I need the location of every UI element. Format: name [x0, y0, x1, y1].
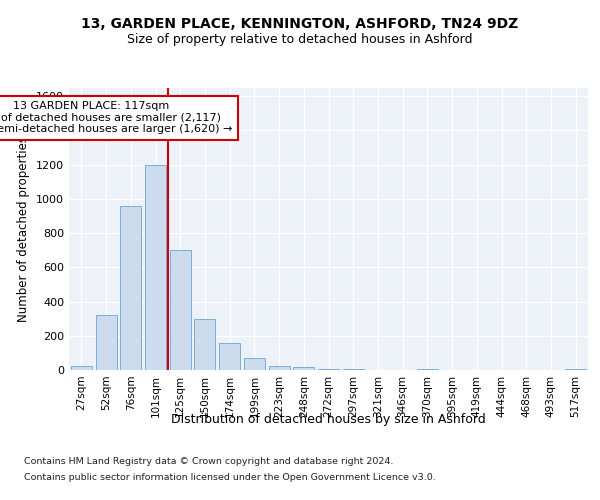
Text: Contains public sector information licensed under the Open Government Licence v3: Contains public sector information licen…	[24, 472, 436, 482]
Text: 13 GARDEN PLACE: 117sqm
← 56% of detached houses are smaller (2,117)
43% of semi: 13 GARDEN PLACE: 117sqm ← 56% of detache…	[0, 101, 232, 134]
Bar	[343, 369, 364, 370]
Bar	[95, 315, 116, 370]
Bar	[244, 358, 265, 370]
Bar	[565, 369, 586, 370]
Bar	[417, 369, 438, 370]
Bar	[219, 344, 240, 370]
Text: Contains HM Land Registry data © Crown copyright and database right 2024.: Contains HM Land Registry data © Crown c…	[24, 458, 394, 466]
Y-axis label: Number of detached properties: Number of detached properties	[17, 136, 31, 322]
Text: Size of property relative to detached houses in Ashford: Size of property relative to detached ho…	[127, 32, 473, 46]
Bar	[145, 164, 166, 370]
Bar	[170, 250, 191, 370]
Bar	[318, 368, 339, 370]
Bar	[120, 206, 141, 370]
Text: 13, GARDEN PLACE, KENNINGTON, ASHFORD, TN24 9DZ: 13, GARDEN PLACE, KENNINGTON, ASHFORD, T…	[82, 18, 518, 32]
Bar	[194, 318, 215, 370]
Bar	[293, 368, 314, 370]
Bar	[71, 366, 92, 370]
Text: Distribution of detached houses by size in Ashford: Distribution of detached houses by size …	[172, 412, 486, 426]
Bar	[269, 366, 290, 370]
